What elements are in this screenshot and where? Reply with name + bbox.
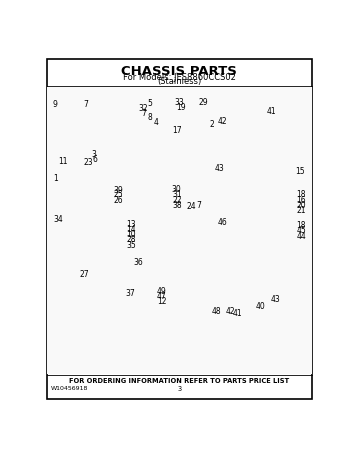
Text: 6: 6 (92, 154, 97, 164)
Text: 19: 19 (176, 103, 186, 112)
Text: 42: 42 (218, 117, 228, 126)
Text: 15: 15 (295, 168, 305, 176)
Text: 7: 7 (83, 100, 88, 109)
Text: 3: 3 (177, 386, 181, 391)
Text: 11: 11 (58, 157, 68, 166)
Text: 18: 18 (297, 221, 306, 230)
Text: 49: 49 (156, 287, 166, 296)
Text: 46: 46 (217, 218, 227, 227)
Text: 18: 18 (297, 190, 306, 199)
Text: 28: 28 (127, 236, 136, 245)
Text: 29: 29 (199, 98, 209, 107)
Text: 27: 27 (79, 270, 89, 280)
Text: 26: 26 (113, 196, 123, 205)
Text: 32: 32 (138, 104, 148, 113)
Text: 45: 45 (296, 226, 306, 235)
Text: 5: 5 (147, 99, 152, 108)
Text: 36: 36 (133, 259, 143, 267)
Text: W10456918: W10456918 (50, 386, 88, 391)
Text: 47: 47 (156, 292, 166, 301)
Text: (Stainless): (Stainless) (157, 77, 202, 86)
Text: FOR ORDERING INFORMATION REFER TO PARTS PRICE LIST: FOR ORDERING INFORMATION REFER TO PARTS … (69, 378, 289, 384)
Text: For Models: JES8860CCS02: For Models: JES8860CCS02 (123, 72, 236, 82)
Text: 12: 12 (157, 297, 166, 306)
Text: 10: 10 (127, 230, 136, 239)
Text: 43: 43 (271, 295, 281, 304)
Text: 41: 41 (233, 309, 243, 318)
Text: 22: 22 (173, 196, 182, 205)
Text: 21: 21 (297, 207, 306, 216)
Text: 23: 23 (83, 158, 93, 167)
Text: 38: 38 (173, 201, 182, 210)
Text: 43: 43 (215, 164, 224, 173)
Text: 39: 39 (113, 186, 123, 194)
Text: 31: 31 (173, 190, 182, 199)
Text: 37: 37 (125, 289, 135, 298)
Text: 25: 25 (113, 190, 123, 199)
Text: 24: 24 (187, 202, 196, 211)
Text: 1: 1 (54, 173, 58, 183)
Text: 17: 17 (172, 126, 181, 135)
Text: 20: 20 (297, 201, 306, 210)
Text: 14: 14 (127, 225, 136, 234)
Text: 33: 33 (175, 98, 184, 107)
Text: 8: 8 (147, 113, 152, 122)
Text: 42: 42 (226, 307, 236, 316)
Text: 7: 7 (141, 109, 146, 118)
Text: 40: 40 (256, 302, 266, 311)
Text: 41: 41 (267, 107, 276, 116)
Text: 2: 2 (209, 120, 214, 129)
Text: 34: 34 (54, 215, 64, 224)
Text: 48: 48 (212, 307, 222, 316)
Text: 16: 16 (297, 196, 306, 205)
Text: 9: 9 (52, 101, 57, 110)
Text: 30: 30 (172, 185, 182, 194)
Bar (47, 87, 312, 374)
Text: 44: 44 (296, 231, 306, 241)
Text: CHASSIS PARTS: CHASSIS PARTS (121, 65, 237, 77)
Text: 35: 35 (126, 241, 136, 250)
Text: 4: 4 (154, 117, 159, 126)
Text: 13: 13 (127, 220, 136, 229)
Text: 7: 7 (196, 201, 201, 210)
Text: 3: 3 (91, 149, 96, 159)
